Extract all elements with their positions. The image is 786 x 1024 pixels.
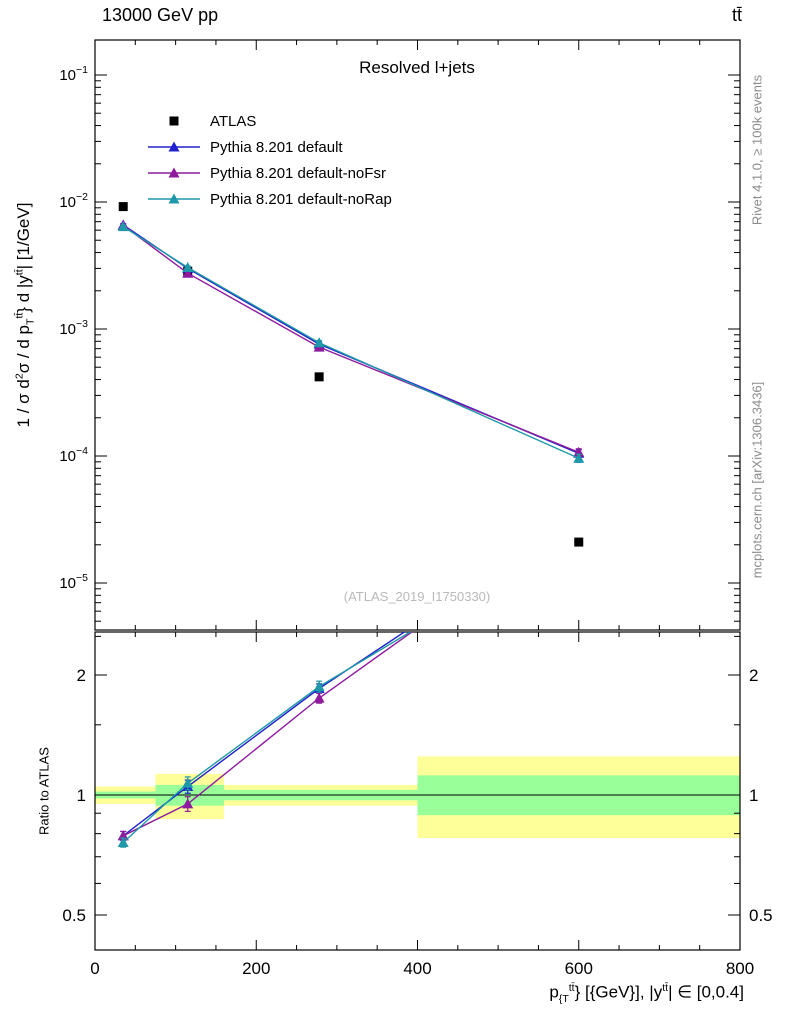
svg-text:10−5: 10−5 bbox=[59, 572, 88, 592]
legend-item-label: ATLAS bbox=[210, 112, 257, 130]
svg-text:1: 1 bbox=[749, 786, 758, 805]
svg-text:10−4: 10−4 bbox=[59, 445, 88, 465]
svg-text:1: 1 bbox=[77, 786, 86, 805]
mcplots-arxiv-note: mcplots.cern.ch [arXiv:1306.3436] bbox=[749, 381, 765, 579]
svg-text:10−2: 10−2 bbox=[59, 191, 88, 211]
axis-ticks bbox=[94, 40, 741, 950]
legend-item-label: Pythia 8.201 default bbox=[210, 138, 343, 156]
beam-energy-label: 13000 GeV pp bbox=[102, 5, 219, 25]
plot-title: Resolved l+jets bbox=[359, 58, 475, 77]
analysis-watermark: (ATLAS_2019_I1750330) bbox=[343, 589, 491, 604]
svg-text:800: 800 bbox=[726, 959, 754, 978]
legend-item-label: Pythia 8.201 default-noFsr bbox=[210, 164, 386, 182]
svg-text:600: 600 bbox=[565, 959, 593, 978]
legend-item-pythia-nofsr: Pythia 8.201 default-noFsr bbox=[146, 163, 386, 183]
ratio-uncertainty-bands bbox=[95, 756, 740, 839]
legend-item-atlas: ATLAS bbox=[146, 111, 256, 131]
ratio-series-pythia-8-201-default-norap bbox=[117, 632, 412, 848]
svg-text:200: 200 bbox=[242, 959, 270, 978]
main-series bbox=[117, 202, 585, 547]
series-pythia-8-201-default-nofsr bbox=[117, 219, 585, 457]
svg-text:10−1: 10−1 bbox=[59, 64, 88, 84]
series-pythia-8-201-default bbox=[117, 219, 585, 458]
legend-marker-pythia-norap bbox=[148, 193, 200, 204]
svg-text:2: 2 bbox=[749, 666, 758, 685]
legend-item-label: Pythia 8.201 default-noRap bbox=[210, 190, 392, 208]
y-axis-label-ratio: Ratio to ATLAS bbox=[36, 747, 52, 835]
series-pythia-8-201-default-norap bbox=[117, 221, 585, 464]
svg-text:0: 0 bbox=[90, 959, 99, 978]
legend-item-pythia-default: Pythia 8.201 default bbox=[146, 137, 343, 157]
x-axis-label: p{Ttt̄} [{GeV}], |ytt̄| ∈ [0,0.4] bbox=[549, 982, 744, 1006]
svg-text:2: 2 bbox=[77, 666, 86, 685]
ratio-series bbox=[117, 632, 414, 848]
legend-item-pythia-norap: Pythia 8.201 default-noRap bbox=[146, 189, 392, 209]
legend-marker-atlas bbox=[169, 116, 179, 126]
svg-text:10−3: 10−3 bbox=[59, 318, 88, 338]
series-atlas bbox=[118, 202, 584, 547]
process-label: tt̄ bbox=[731, 5, 742, 25]
legend-marker-pythia-default bbox=[148, 141, 200, 152]
svg-text:0.5: 0.5 bbox=[62, 906, 86, 925]
svg-text:400: 400 bbox=[403, 959, 431, 978]
svg-text:0.5: 0.5 bbox=[749, 906, 773, 925]
legend-marker-pythia-nofsr bbox=[148, 167, 200, 178]
y-axis-label-main: 1 / σ d2σ / d pTtt̄} d |ytt̄| [1/GeV] bbox=[13, 202, 37, 428]
rivet-version-note: Rivet 4.1.0, ≥ 100k events bbox=[749, 74, 765, 226]
